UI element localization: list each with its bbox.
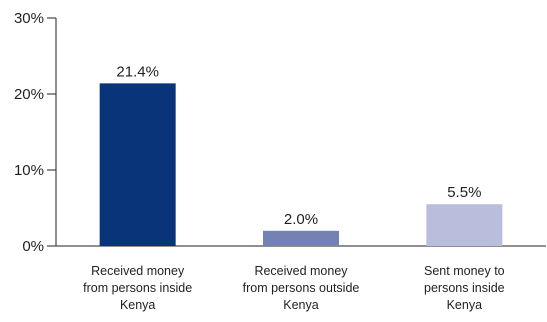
category-label: persons inside [424, 281, 505, 295]
y-tick-label: 20% [14, 86, 44, 103]
category-label: Sent money to [424, 264, 505, 278]
bar [426, 204, 503, 246]
y-tick-label: 10% [14, 162, 44, 179]
category-label: Received money [91, 264, 185, 278]
bar-value-label: 2.0% [284, 211, 318, 228]
bars [99, 83, 503, 246]
category-label: from persons inside [83, 281, 192, 295]
bar-value-label: 5.5% [447, 184, 481, 201]
y-tick-label: 30% [14, 10, 44, 27]
bar [99, 83, 176, 246]
value-labels: 21.4% 2.0% 5.5% [116, 63, 481, 227]
bar [263, 230, 339, 246]
category-label: Kenya [447, 298, 482, 312]
y-axis: 0% 10% 20% 30% [14, 10, 57, 255]
bar-value-label: 21.4% [116, 63, 159, 80]
y-tick-label: 0% [22, 238, 44, 255]
category-labels: Received money from persons inside Kenya Re… [83, 264, 505, 312]
category-label: Kenya [283, 298, 318, 312]
category-label: Kenya [120, 298, 155, 312]
category-label: from persons outside [243, 281, 360, 295]
category-label: Received money [254, 264, 348, 278]
